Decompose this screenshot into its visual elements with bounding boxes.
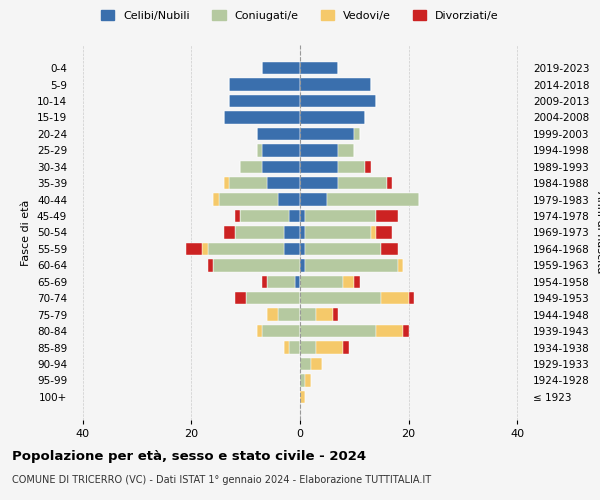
- Bar: [202, 243, 208, 255]
- Bar: [257, 325, 262, 337]
- Bar: [278, 308, 300, 321]
- Bar: [300, 226, 305, 238]
- Bar: [332, 308, 338, 321]
- Bar: [295, 276, 300, 288]
- Bar: [300, 160, 338, 173]
- Bar: [229, 78, 300, 91]
- Bar: [300, 177, 338, 190]
- Bar: [300, 112, 365, 124]
- Bar: [224, 226, 235, 238]
- Bar: [300, 276, 343, 288]
- Bar: [284, 342, 289, 353]
- Bar: [235, 292, 246, 304]
- Bar: [382, 292, 409, 304]
- Bar: [300, 292, 382, 304]
- Bar: [262, 62, 300, 74]
- Bar: [229, 95, 300, 107]
- Bar: [409, 292, 414, 304]
- Bar: [262, 144, 300, 156]
- Bar: [268, 177, 300, 190]
- Bar: [224, 177, 229, 190]
- Bar: [311, 358, 322, 370]
- Bar: [257, 128, 300, 140]
- Bar: [262, 325, 300, 337]
- Bar: [300, 325, 376, 337]
- Bar: [257, 144, 262, 156]
- Bar: [300, 62, 338, 74]
- Bar: [235, 226, 284, 238]
- Text: Popolazione per età, sesso e stato civile - 2024: Popolazione per età, sesso e stato civil…: [12, 450, 366, 463]
- Bar: [289, 210, 300, 222]
- Bar: [262, 160, 300, 173]
- Bar: [365, 160, 371, 173]
- Bar: [268, 276, 295, 288]
- Bar: [300, 194, 327, 206]
- Bar: [268, 308, 278, 321]
- Bar: [316, 308, 332, 321]
- Bar: [343, 276, 354, 288]
- Bar: [305, 259, 398, 272]
- Bar: [262, 276, 268, 288]
- Bar: [186, 243, 202, 255]
- Bar: [300, 374, 305, 386]
- Bar: [354, 276, 360, 288]
- Bar: [208, 259, 213, 272]
- Bar: [305, 374, 311, 386]
- Bar: [240, 160, 262, 173]
- Bar: [289, 342, 300, 353]
- Bar: [300, 342, 316, 353]
- Text: COMUNE DI TRICERRO (VC) - Dati ISTAT 1° gennaio 2024 - Elaborazione TUTTITALIA.I: COMUNE DI TRICERRO (VC) - Dati ISTAT 1° …: [12, 475, 431, 485]
- Bar: [213, 194, 218, 206]
- Bar: [305, 243, 382, 255]
- Bar: [240, 210, 289, 222]
- Bar: [300, 358, 311, 370]
- Bar: [300, 308, 316, 321]
- Bar: [300, 243, 305, 255]
- Bar: [300, 78, 371, 91]
- Bar: [300, 95, 376, 107]
- Bar: [382, 243, 398, 255]
- Bar: [403, 325, 409, 337]
- Bar: [376, 210, 398, 222]
- Legend: Celibi/Nubili, Coniugati/e, Vedovi/e, Divorziati/e: Celibi/Nubili, Coniugati/e, Vedovi/e, Di…: [97, 6, 503, 25]
- Bar: [218, 194, 278, 206]
- Bar: [343, 342, 349, 353]
- Bar: [398, 259, 403, 272]
- Bar: [224, 112, 300, 124]
- Bar: [208, 243, 284, 255]
- Bar: [338, 144, 354, 156]
- Bar: [284, 226, 300, 238]
- Bar: [284, 243, 300, 255]
- Bar: [229, 177, 268, 190]
- Bar: [278, 194, 300, 206]
- Y-axis label: Anni di nascita: Anni di nascita: [595, 191, 600, 274]
- Bar: [300, 259, 305, 272]
- Bar: [376, 226, 392, 238]
- Bar: [246, 292, 300, 304]
- Bar: [305, 226, 371, 238]
- Bar: [327, 194, 419, 206]
- Bar: [300, 144, 338, 156]
- Bar: [338, 177, 387, 190]
- Bar: [338, 160, 365, 173]
- Bar: [376, 325, 403, 337]
- Bar: [305, 210, 376, 222]
- Bar: [387, 177, 392, 190]
- Bar: [235, 210, 240, 222]
- Bar: [300, 390, 305, 403]
- Bar: [300, 210, 305, 222]
- Bar: [371, 226, 376, 238]
- Y-axis label: Fasce di età: Fasce di età: [22, 200, 31, 266]
- Bar: [316, 342, 343, 353]
- Bar: [300, 128, 354, 140]
- Bar: [213, 259, 300, 272]
- Bar: [354, 128, 360, 140]
